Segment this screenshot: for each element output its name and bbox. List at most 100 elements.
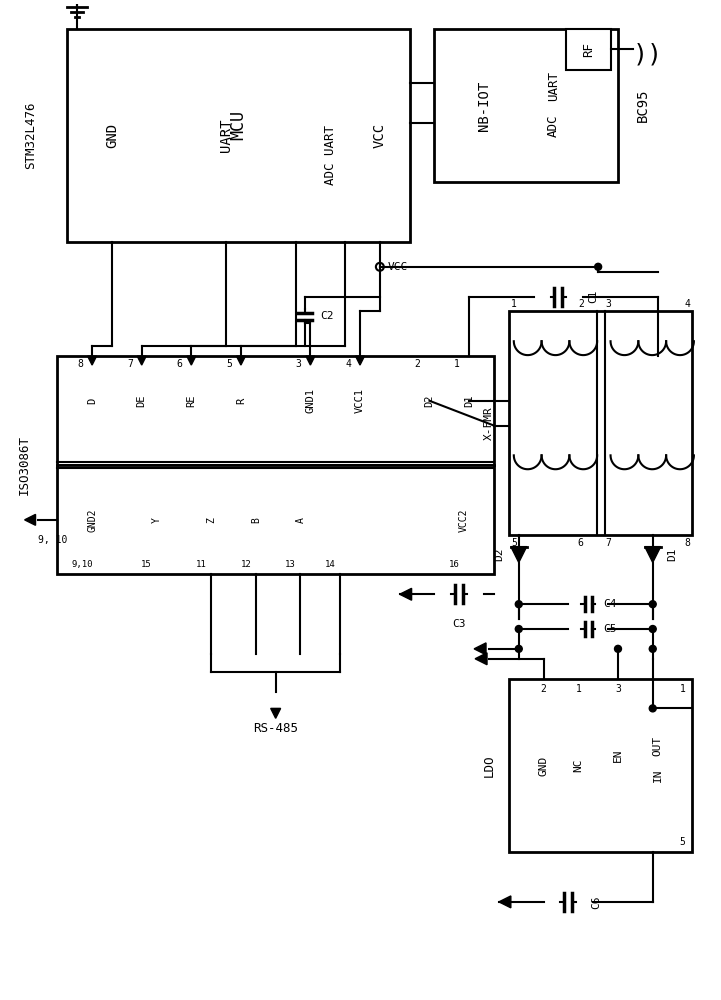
Circle shape [516,626,522,632]
Text: 8: 8 [77,359,83,369]
Text: A: A [296,517,306,523]
Polygon shape [475,653,487,665]
Text: D: D [87,398,97,404]
Text: R: R [236,398,246,404]
Text: 1: 1 [511,299,517,309]
Polygon shape [499,896,511,908]
Bar [58,465,494,574]
Bar [435,29,618,182]
Text: 14: 14 [325,560,335,569]
Text: 2: 2 [541,684,547,694]
Text: ADC UART: ADC UART [324,125,337,185]
Text: OUT: OUT [653,735,663,756]
Circle shape [516,645,522,652]
Text: D2: D2 [494,548,504,561]
Bar [509,311,692,535]
Text: B: B [251,517,261,523]
Text: VCC1: VCC1 [355,388,365,413]
Text: BC95: BC95 [636,89,650,122]
Text: 13: 13 [286,560,296,569]
Polygon shape [474,643,486,655]
Text: NC: NC [573,759,583,772]
Polygon shape [355,356,365,365]
Polygon shape [270,708,280,718]
Text: 4: 4 [345,359,351,369]
Circle shape [595,263,601,270]
Text: MCU: MCU [229,110,247,140]
Text: ADC: ADC [547,114,560,137]
Text: 5: 5 [680,837,686,847]
Text: Z: Z [206,517,216,523]
Bar [567,29,611,70]
Polygon shape [645,547,660,563]
Text: 7: 7 [127,359,133,369]
Circle shape [649,626,656,632]
Text: 7: 7 [606,538,611,548]
Text: RS-485: RS-485 [253,722,298,735]
Bar [58,356,494,465]
Text: RF: RF [583,42,596,57]
Text: UART: UART [547,71,560,101]
Text: 1: 1 [575,684,581,694]
Text: C3: C3 [453,619,466,629]
Text: C5: C5 [603,624,616,634]
Circle shape [649,645,656,652]
Circle shape [614,645,622,652]
Text: 9, 10: 9, 10 [37,535,67,545]
Text: VCC: VCC [373,123,387,148]
Text: 9,10: 9,10 [71,560,93,569]
Text: 2: 2 [415,359,420,369]
Polygon shape [88,356,97,365]
Polygon shape [306,356,315,365]
Text: C1: C1 [588,290,598,303]
Text: D2: D2 [425,395,435,407]
Text: C6: C6 [591,895,601,909]
Text: D1: D1 [464,395,474,407]
Text: 12: 12 [241,560,251,569]
Text: 4: 4 [684,299,691,309]
Text: D1: D1 [668,548,678,561]
Text: GND1: GND1 [306,388,315,413]
Text: VCC2: VCC2 [459,508,469,532]
Text: 1: 1 [680,684,686,694]
Text: GND: GND [105,123,119,148]
Text: )): )) [633,42,663,66]
Text: Y: Y [151,517,162,523]
Text: 16: 16 [449,560,460,569]
Polygon shape [137,356,146,365]
Polygon shape [236,356,245,365]
Text: 6: 6 [578,538,584,548]
Circle shape [516,601,522,608]
Text: 11: 11 [196,560,207,569]
Text: RE: RE [186,395,196,407]
Text: LDO: LDO [482,754,495,777]
Text: NB-IOT: NB-IOT [477,80,491,131]
Text: IN: IN [653,769,663,782]
Text: 2: 2 [578,299,584,309]
Text: 8: 8 [684,538,691,548]
Text: DE: DE [137,395,146,407]
Text: GND2: GND2 [87,508,97,532]
Text: 5: 5 [511,538,517,548]
Polygon shape [187,356,196,365]
Text: GND: GND [539,755,549,776]
Text: C4: C4 [603,599,616,609]
Text: 5: 5 [226,359,232,369]
Bar [67,29,410,242]
Text: 15: 15 [141,560,152,569]
Text: ISO3086T: ISO3086T [18,435,31,495]
Text: 6: 6 [177,359,182,369]
Text: VCC: VCC [388,262,408,272]
Polygon shape [25,514,35,525]
Bar [509,679,692,852]
Text: UART: UART [219,119,233,152]
Text: C2: C2 [321,311,334,321]
Text: STM32L476: STM32L476 [24,102,37,169]
Circle shape [649,601,656,608]
Text: X-FMR: X-FMR [484,406,494,440]
Text: EN: EN [613,749,623,762]
Circle shape [649,705,656,712]
Text: 3: 3 [606,299,611,309]
Text: 3: 3 [296,359,301,369]
Text: 3: 3 [615,684,621,694]
